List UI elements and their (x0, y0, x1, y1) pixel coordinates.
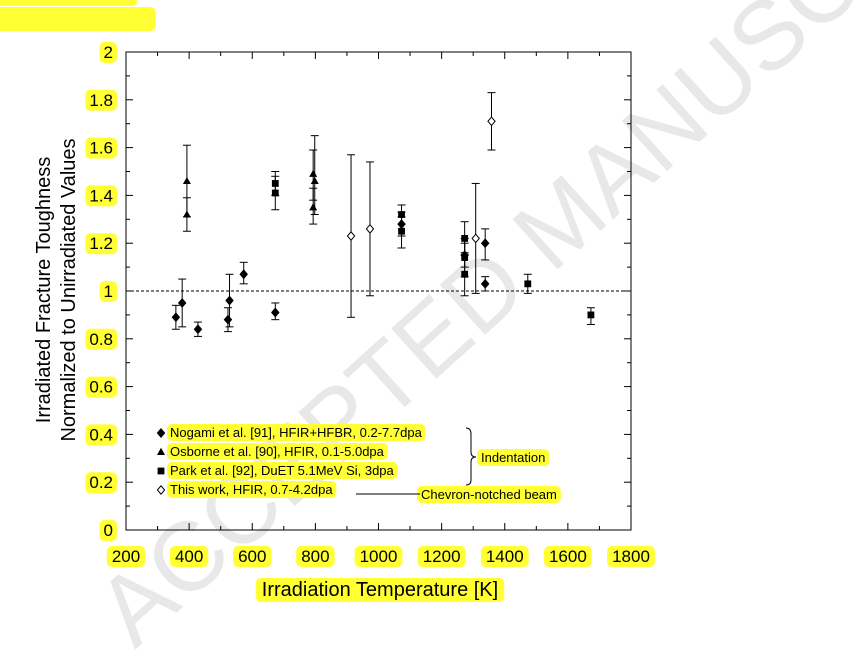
label-highlight (99, 42, 117, 63)
label-highlight (0, 0, 138, 6)
label-highlight (85, 424, 117, 446)
data-point-series-4 (487, 116, 496, 127)
label-highlight (85, 376, 117, 398)
data-point-series-4 (471, 233, 480, 244)
x-tick-label: 1800 (612, 547, 650, 566)
label-highlight (106, 546, 146, 567)
y-tick-label: 1.2 (89, 234, 113, 253)
label-highlight (296, 546, 335, 567)
data-point-series-1 (480, 238, 490, 249)
data-point-series-2 (309, 203, 318, 211)
x-tick-label: 800 (301, 547, 329, 566)
label-highlights (0, 0, 655, 602)
label-highlight (477, 449, 550, 466)
data-point-series-3 (271, 180, 279, 187)
data-point-series-3 (461, 235, 469, 242)
data-point-series-1 (225, 295, 234, 306)
data-point-series-1 (223, 314, 233, 325)
data-point-series-1 (271, 307, 280, 318)
data-point-series-1 (193, 324, 203, 335)
data-point-series-1 (480, 278, 490, 289)
legend-label-series-3: Park et al. [92], DuET 5.1MeV Si, 3dpa (170, 463, 395, 478)
label-highlight (99, 520, 117, 541)
data-point-series-1 (171, 312, 181, 323)
label-highlight (99, 281, 117, 302)
data-point-series-3 (398, 227, 405, 235)
label-highlight (169, 546, 209, 567)
y-tick-labels: 0 0.2 0.4 0.6 0.8 1 1.2 1.4 1.6 1.8 2 (89, 43, 113, 540)
data-markers (171, 116, 595, 335)
y-tick-label: 1.8 (89, 91, 113, 110)
x-tick-label: 1400 (486, 547, 524, 566)
x-tick-label: 200 (112, 547, 140, 566)
legend-label-series-2: Osborne et al. [90], HFIR, 0.1-5.0dpa (170, 444, 385, 459)
label-highlight (480, 546, 529, 567)
label-highlight (607, 546, 655, 567)
label-highlight (167, 424, 426, 441)
label-highlight (85, 89, 117, 111)
legend-label-series-4: This work, HFIR, 0.7-4.2dpa (170, 482, 333, 497)
legend-label-series-1: Nogami et al. [91], HFIR+HFBR, 0.2-7.7dp… (170, 425, 423, 440)
data-point-series-3 (461, 270, 469, 278)
y-tick-label: 0.2 (89, 473, 113, 492)
y-axis-label-line-1: Irradiated Fracture Toughness (33, 157, 55, 423)
x-tick-label: 1000 (360, 547, 398, 566)
x-tick-label: 600 (238, 547, 266, 566)
data-point-series-2 (309, 169, 318, 177)
data-point-series-3 (587, 311, 595, 319)
y-tick-label: 0.4 (89, 425, 113, 444)
data-point-series-3 (398, 211, 405, 218)
label-highlight (543, 546, 592, 567)
legend-marker-series-4 (156, 485, 166, 495)
axis-ticks (125, 51, 632, 531)
y-tick-label: 1.4 (89, 186, 113, 205)
label-highlight (417, 486, 561, 503)
data-point-series-1 (397, 219, 406, 230)
label-highlight (167, 481, 337, 498)
y-tick-label: 1 (104, 282, 113, 301)
label-highlight (167, 443, 388, 460)
label-highlight (255, 578, 505, 602)
data-point-series-3 (461, 254, 469, 261)
data-point-series-2 (182, 176, 191, 185)
data-point-series-4 (365, 223, 375, 234)
x-tick-label: 1600 (549, 547, 587, 566)
x-axis-label: Irradiation Temperature [K] (262, 579, 498, 601)
y-tick-label: 1.6 (89, 139, 113, 158)
data-point-series-3 (524, 280, 532, 288)
data-point-series-3 (271, 189, 279, 197)
data-point-series-4 (346, 231, 356, 241)
legend-marker-series-2 (157, 447, 165, 455)
y-tick-label: 0 (104, 521, 113, 540)
label-highlight (233, 546, 272, 567)
y-tick-label: 0.6 (89, 378, 113, 397)
legend-marker-series-3 (157, 467, 165, 475)
label-highlight (85, 328, 117, 350)
label-highlight (85, 185, 117, 207)
legend-marker-series-1 (156, 428, 166, 438)
y-axis-label-line-2: Normalized to Unirradiated Values (58, 138, 80, 441)
legend-brace (356, 427, 477, 495)
data-point-series-2 (182, 210, 191, 218)
y-tick-label: 0.8 (89, 330, 113, 349)
y-tick-label: 2 (104, 43, 113, 62)
legend: Nogami et al. [91], HFIR+HFBR, 0.2-7.7dp… (156, 425, 423, 497)
annotation-chevron-notched-beam: Chevron-notched beam (421, 487, 557, 502)
label-highlight (0, 7, 156, 31)
annotation-indentation: Indentation (481, 450, 545, 465)
x-tick-label: 400 (175, 547, 203, 566)
label-highlight (167, 462, 398, 479)
label-highlight (354, 546, 403, 567)
label-highlight (417, 546, 466, 567)
plot-area (125, 51, 632, 531)
label-highlight (85, 233, 117, 255)
x-tick-label: 1200 (423, 547, 461, 566)
data-point-series-1 (239, 269, 248, 280)
label-highlight (85, 137, 117, 159)
x-tick-labels: 200 400 600 800 1000 1200 1400 1600 1800 (112, 547, 650, 566)
data-point-series-1 (177, 297, 187, 308)
label-highlight (85, 472, 117, 494)
data-point-series-2 (310, 176, 319, 185)
